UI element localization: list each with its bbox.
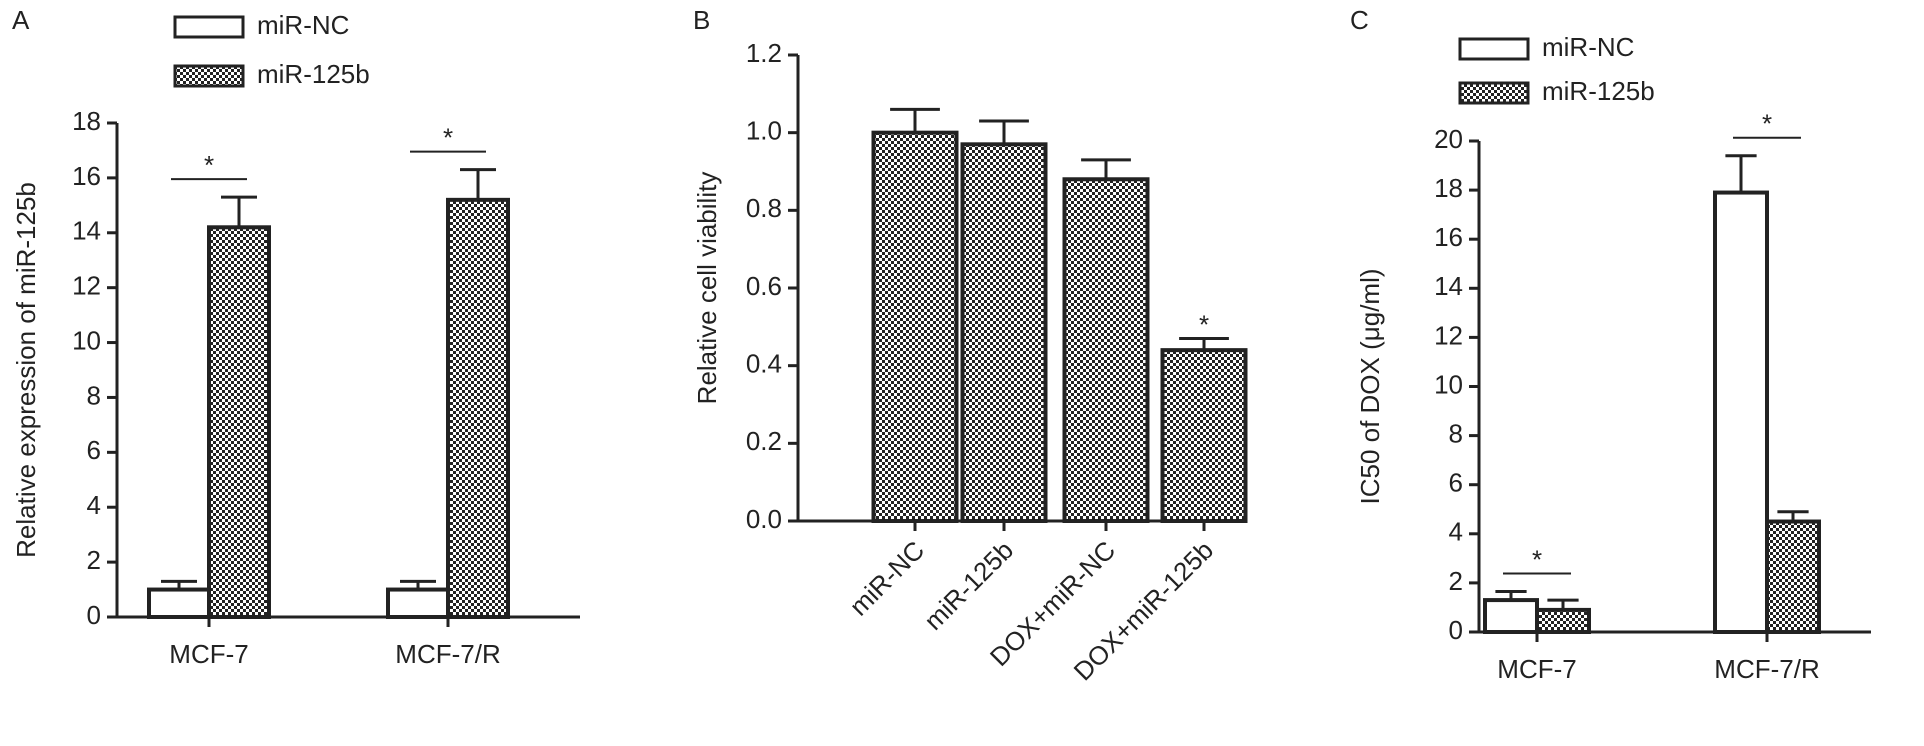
panel-label: B <box>693 5 710 35</box>
error-bar <box>1547 598 1579 610</box>
y-tick-label: 20 <box>1434 124 1463 154</box>
y-tick-label: 8 <box>87 380 101 410</box>
legend-swatch <box>1458 37 1530 61</box>
bar <box>1483 598 1539 635</box>
y-tick-label: 0 <box>87 600 101 630</box>
y-tick-label: 0.6 <box>746 271 782 301</box>
significance-mark: * <box>1199 309 1209 339</box>
y-tick-label: 18 <box>72 106 101 136</box>
significance-mark: * <box>443 123 453 153</box>
error-bar <box>1179 336 1229 351</box>
y-tick-label: 10 <box>1434 369 1463 399</box>
y-tick-label: 1.2 <box>746 38 782 68</box>
error-bar <box>979 119 1029 145</box>
y-tick-label: 10 <box>72 325 101 355</box>
y-tick-label: 0.4 <box>746 349 782 379</box>
y-tick-label: 0 <box>1449 615 1463 645</box>
bar <box>446 197 510 619</box>
y-axis-label: IC50 of DOX (μg/ml) <box>1355 268 1385 504</box>
y-tick-label: 12 <box>1434 320 1463 350</box>
y-tick-label: 16 <box>72 161 101 191</box>
bar <box>1062 177 1150 523</box>
y-tick-label: 1.0 <box>746 116 782 146</box>
y-tick-label: 6 <box>87 435 101 465</box>
error-bar <box>1725 154 1757 193</box>
y-tick-label: 4 <box>1449 517 1463 547</box>
error-bar <box>1081 158 1131 180</box>
y-tick-label: 6 <box>1449 468 1463 498</box>
legend-label: miR-125b <box>1542 76 1655 106</box>
y-tick-label: 14 <box>1434 271 1463 301</box>
x-tick-label: MCF-7 <box>1497 654 1576 684</box>
error-bar <box>1495 589 1527 601</box>
y-tick-label: 0.2 <box>746 426 782 456</box>
y-axis-label: Relative cell viability <box>692 172 722 405</box>
x-tick-label: MCF-7/R <box>1714 654 1819 684</box>
y-tick-label: 0.0 <box>746 504 782 534</box>
error-bar <box>890 107 940 133</box>
legend-swatch <box>173 15 245 39</box>
y-tick-label: 12 <box>72 271 101 301</box>
bar <box>1765 519 1821 635</box>
error-bar <box>161 579 197 590</box>
x-tick-label: miR-NC <box>844 535 931 622</box>
bar <box>1535 607 1591 635</box>
bar <box>1160 348 1248 523</box>
bar <box>960 142 1048 523</box>
legend-label: miR-125b <box>257 59 370 89</box>
y-tick-label: 4 <box>87 490 101 520</box>
bar <box>1713 190 1769 634</box>
significance-mark: * <box>1532 544 1542 574</box>
bar <box>147 587 211 619</box>
x-tick-label: MCF-7 <box>169 639 248 669</box>
legend-label: miR-NC <box>257 10 349 40</box>
bar <box>871 130 959 524</box>
y-tick-label: 2 <box>87 545 101 575</box>
y-axis-label: Relative expression of miR-125b <box>11 182 41 558</box>
y-tick-label: 14 <box>72 216 101 246</box>
panel-label: A <box>12 5 30 35</box>
significance-mark: * <box>204 150 214 180</box>
bar <box>207 225 271 620</box>
y-tick-label: 0.8 <box>746 193 782 223</box>
panel-label: C <box>1350 5 1369 35</box>
legend-swatch <box>173 64 245 88</box>
legend-label: miR-NC <box>1542 32 1634 62</box>
significance-mark: * <box>1762 109 1772 139</box>
y-tick-label: 16 <box>1434 222 1463 252</box>
error-bar <box>221 195 257 228</box>
y-tick-label: 2 <box>1449 566 1463 596</box>
x-tick-label: miR-125b <box>918 535 1019 636</box>
x-tick-label: MCF-7/R <box>395 639 500 669</box>
y-tick-label: 8 <box>1449 418 1463 448</box>
error-bar <box>460 168 496 200</box>
y-tick-label: 18 <box>1434 173 1463 203</box>
error-bar <box>1777 510 1809 522</box>
error-bar <box>400 579 436 590</box>
legend-swatch <box>1458 81 1530 105</box>
bar <box>386 587 450 619</box>
